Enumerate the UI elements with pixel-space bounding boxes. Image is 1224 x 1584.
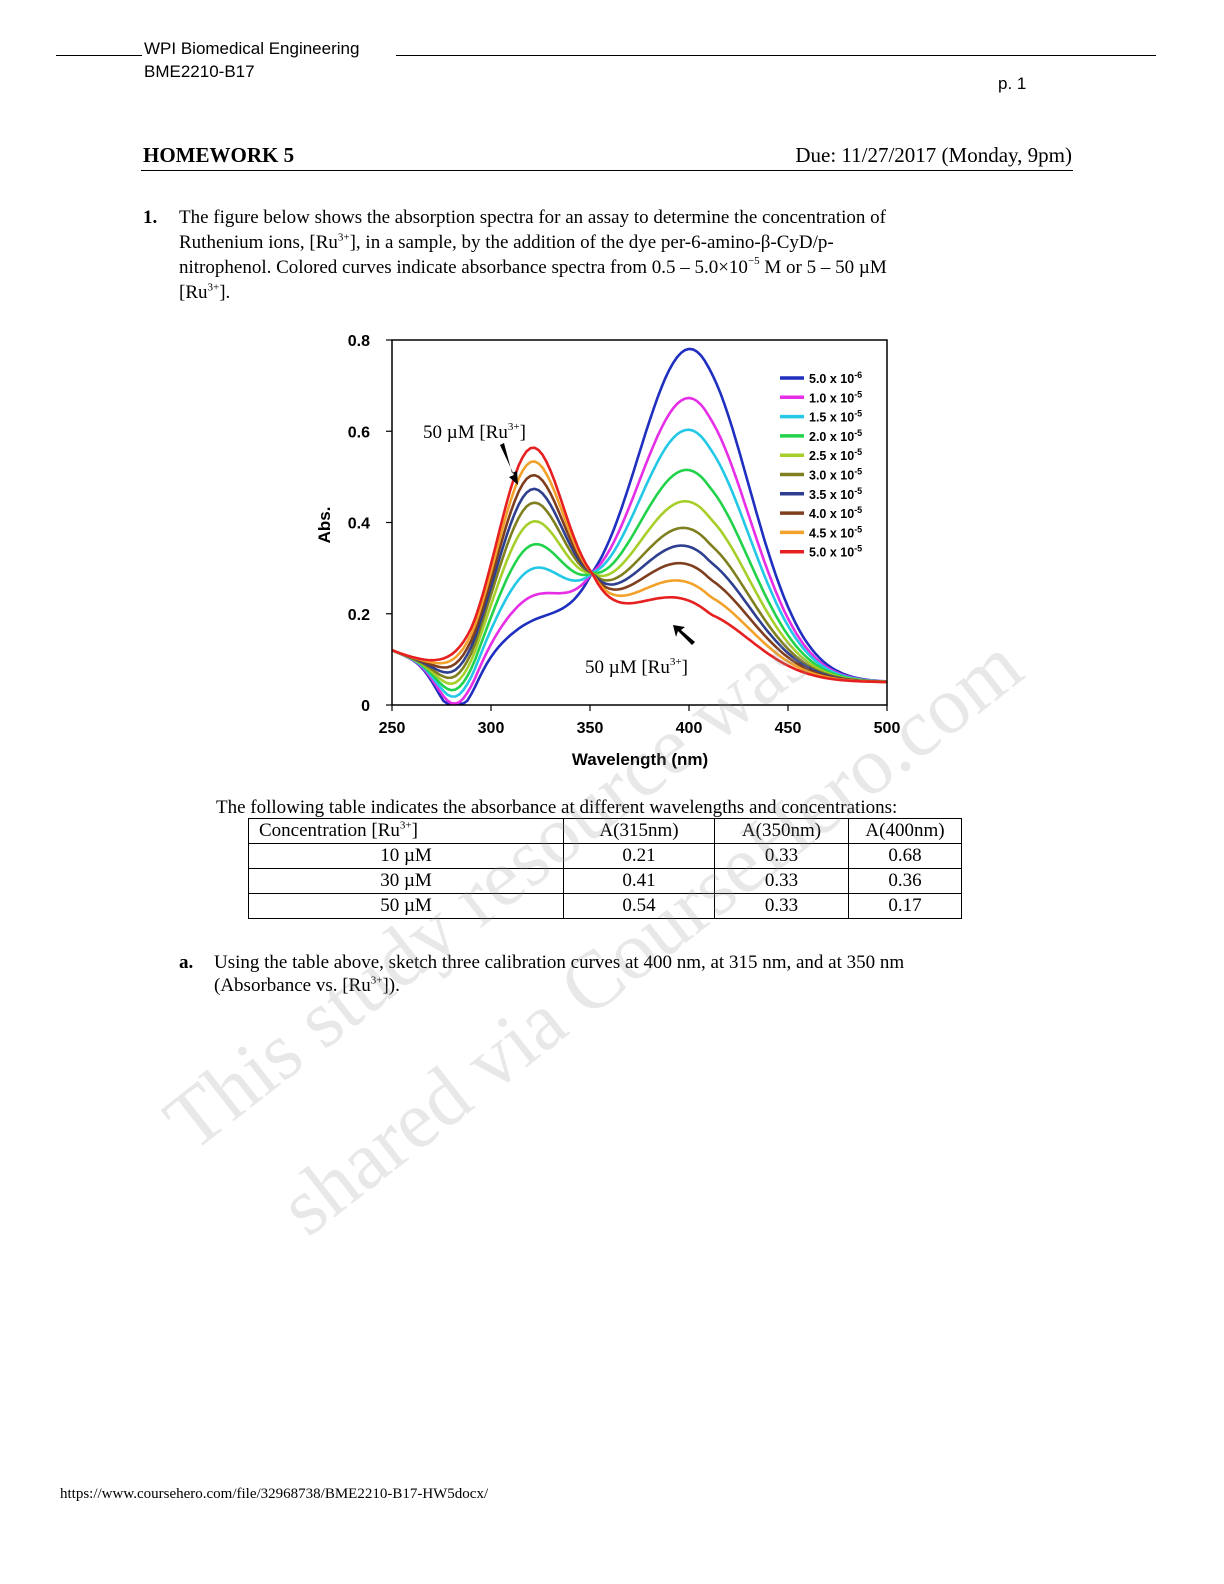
- question-number: 1.: [143, 207, 158, 228]
- header-a350: A(350nm): [714, 818, 849, 844]
- cell-a400: 0.68: [848, 843, 962, 869]
- header-rule-right: [396, 55, 1156, 56]
- table-header-row: Concentration [Ru3+] A(315nm) A(350nm) A…: [248, 818, 962, 844]
- y-tick-label: 0.6: [348, 424, 370, 441]
- spectrum-line: [391, 460, 887, 684]
- legend-entry: 1.5 x 10-5: [809, 409, 862, 425]
- table-row: 30 µM 0.41 0.33 0.36: [248, 868, 962, 894]
- spectrum-line: [391, 501, 888, 684]
- part-a-line-2: (Absorbance vs. [Ru3+]).: [214, 974, 400, 996]
- x-tick-label: 450: [775, 720, 802, 737]
- legend-entry: 5.0 x 10-5: [809, 544, 862, 560]
- legend-entry: 1.0 x 10-5: [809, 389, 862, 405]
- cell-a400: 0.17: [848, 893, 962, 919]
- title-underline: [141, 170, 1073, 171]
- y-tick-label: 0.2: [348, 607, 370, 624]
- spectrum-line: [391, 487, 888, 684]
- absorption-spectra-chart: 250 300 350 400 450 500 0 0.2 0.4 0.6 0.8 Waveleng…: [315, 333, 901, 769]
- footer-url: https://www.coursehero.com/file/32968738…: [60, 1486, 489, 1502]
- annotation-label-right: 50 µM [Ru3+]: [585, 656, 688, 678]
- header-a400: A(400nm): [848, 818, 962, 844]
- cell-concentration: 50 µM: [248, 893, 564, 919]
- header-a315: A(315nm): [563, 818, 715, 844]
- header-institution: WPI Biomedical Engineering: [144, 39, 360, 58]
- part-a-label: a.: [179, 952, 194, 973]
- question-text: The figure below shows the absorption sp…: [179, 205, 1059, 305]
- cell-a315: 0.54: [563, 893, 715, 919]
- legend-entry: 5.0 x 10-6: [809, 370, 862, 386]
- annotation-arrow-left: [500, 443, 518, 485]
- question-line-1: The figure below shows the absorption sp…: [179, 207, 886, 228]
- cell-a350: 0.33: [714, 893, 849, 919]
- legend-entry: 2.5 x 10-5: [809, 447, 862, 463]
- legend-entry: 4.0 x 10-5: [809, 505, 862, 521]
- cell-a350: 0.33: [714, 868, 849, 894]
- header-rule-left: [56, 55, 142, 56]
- x-tick-label: 250: [379, 720, 406, 737]
- absorbance-table: Concentration [Ru3+] A(315nm) A(350nm) A…: [248, 818, 962, 919]
- header-course: BME2210-B17: [144, 62, 255, 81]
- chart-legend: 5.0 x 10-6 1.0 x 10-5 1.5 x 10-5 2.0 x 10-5…: [780, 370, 862, 560]
- question-line-2: Ruthenium ions, [Ru3+], in a sample, by …: [179, 231, 834, 253]
- question-line-4: [Ru3+].: [179, 281, 231, 303]
- x-tick-label: 400: [676, 720, 703, 737]
- x-tick-label: 500: [874, 720, 901, 737]
- spectra-curves: [391, 347, 888, 705]
- y-tick-label: 0.8: [348, 333, 370, 350]
- cell-a315: 0.41: [563, 868, 715, 894]
- cell-a350: 0.33: [714, 843, 849, 869]
- x-axis-label: Wavelength (nm): [572, 750, 708, 769]
- axis-ticks: 250 300 350 400 450 500 0 0.2 0.4 0.6 0.8: [348, 333, 901, 737]
- y-tick-label: 0: [361, 698, 370, 715]
- table-row: 10 µM 0.21 0.33 0.68: [248, 843, 962, 869]
- part-a-text: Using the table above, sketch three cali…: [214, 950, 1054, 998]
- spectrum-line: [391, 499, 888, 686]
- y-axis-label: Abs.: [315, 507, 334, 544]
- table-row: 50 µM 0.54 0.33 0.17: [248, 893, 962, 919]
- page-number: p. 1: [998, 74, 1027, 93]
- table-intro: The following table indicates the absorb…: [216, 797, 898, 818]
- cell-concentration: 10 µM: [248, 843, 564, 869]
- y-tick-label: 0.4: [348, 516, 370, 533]
- question-line-3: nitrophenol. Colored curves indicate abs…: [179, 255, 887, 279]
- spectrum-line: [391, 347, 888, 705]
- x-tick-label: 350: [577, 720, 604, 737]
- spectrum-line: [391, 396, 888, 705]
- cell-a315: 0.21: [563, 843, 715, 869]
- x-tick-label: 300: [478, 720, 505, 737]
- legend-entry: 3.0 x 10-5: [809, 467, 862, 483]
- legend-entry: 2.0 x 10-5: [809, 428, 862, 444]
- spectrum-line: [391, 428, 888, 698]
- homework-title: HOMEWORK 5: [143, 143, 295, 167]
- part-a-line-1: Using the table above, sketch three cali…: [214, 952, 905, 973]
- cell-a400: 0.36: [848, 868, 962, 894]
- cell-concentration: 30 µM: [248, 868, 564, 894]
- header-concentration: Concentration [Ru3+]: [248, 818, 564, 844]
- legend-entry: 4.5 x 10-5: [809, 524, 862, 540]
- annotation-arrow-right: [673, 625, 695, 645]
- spectrum-line: [391, 473, 888, 684]
- spectrum-line: [391, 468, 888, 692]
- due-date: Due: 11/27/2017 (Monday, 9pm): [795, 143, 1072, 167]
- annotation-label-left: 50 µM [Ru3+]: [423, 421, 526, 443]
- legend-entry: 3.5 x 10-5: [809, 486, 862, 502]
- spectrum-line: [391, 446, 888, 684]
